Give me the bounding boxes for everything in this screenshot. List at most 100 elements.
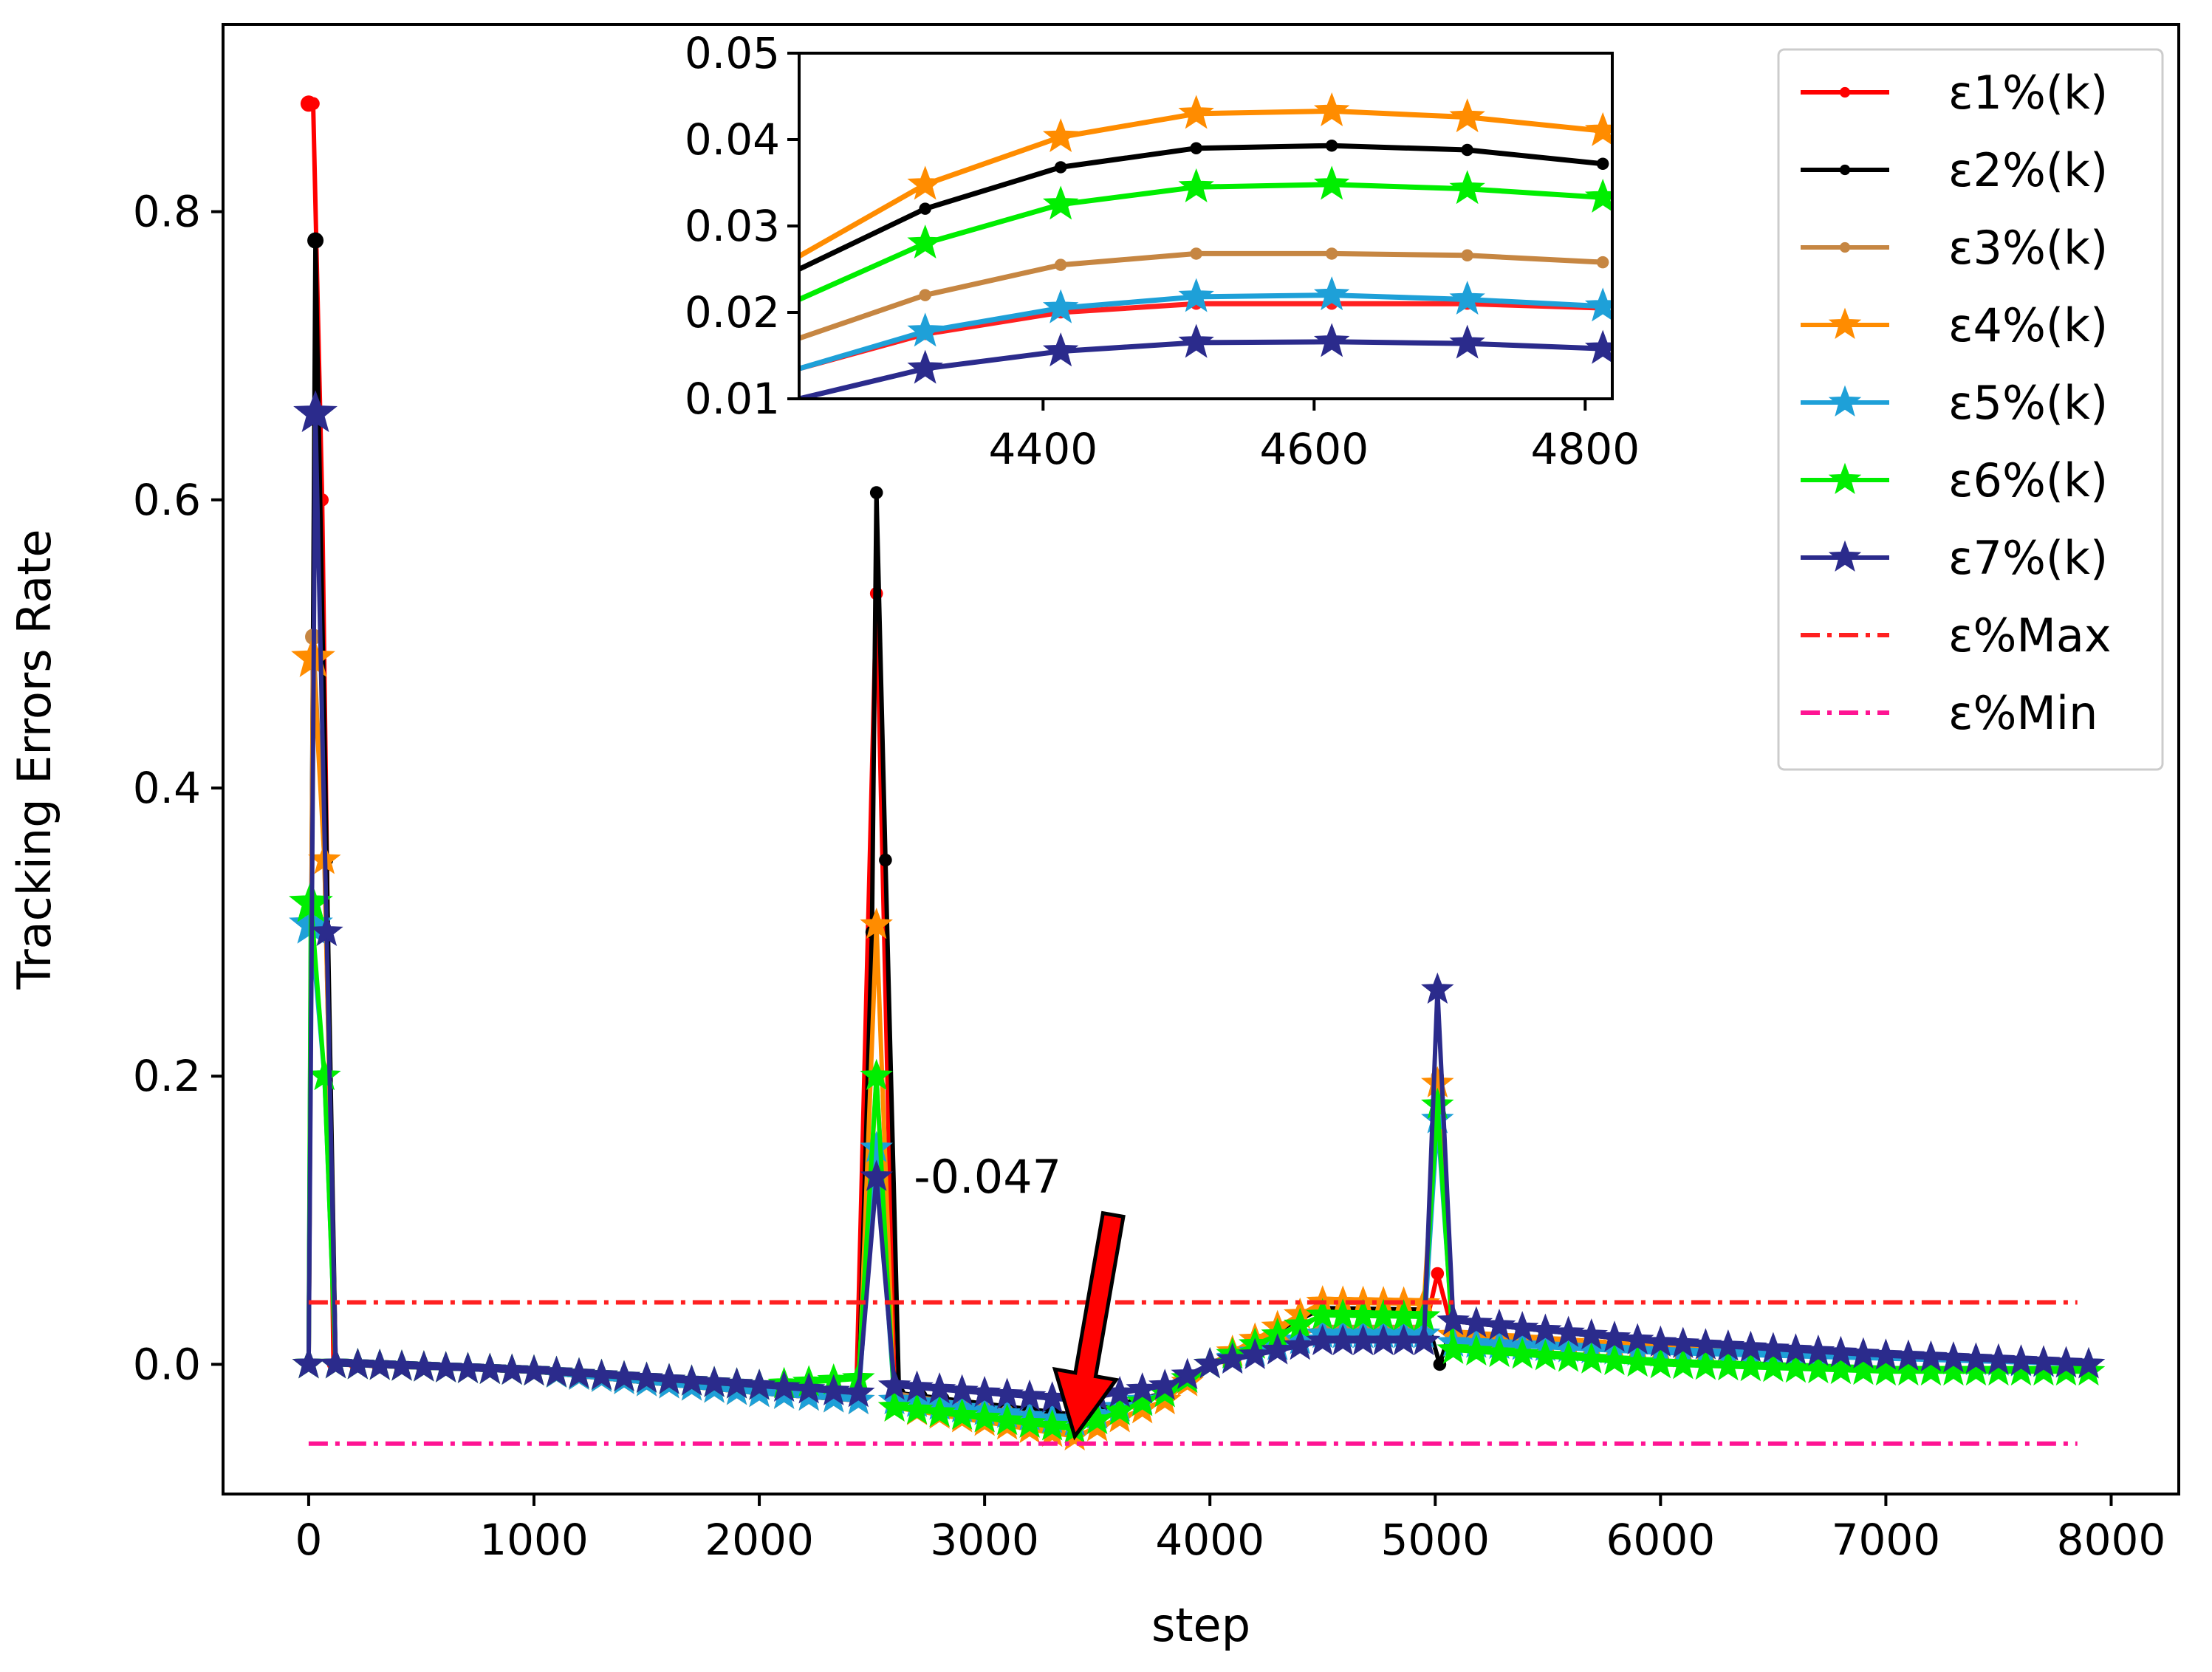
main-plot: 0 1000 2000 3000 4000 5000 6000 7000 8000 0.0 0.2… [7,23,2180,1652]
series-point [1779,1333,1812,1365]
y-tick-label: 0.6 [133,475,201,525]
series-point [1552,1315,1585,1348]
series-point [922,1372,956,1404]
series-point [1437,1332,1470,1364]
series-point [968,1375,1001,1408]
x-tick-label: 4000 [1155,1515,1264,1565]
x-tick-label: 1000 [479,1515,589,1565]
series-point [1193,1346,1227,1379]
series-point [310,914,343,947]
series-point [1666,1347,1700,1380]
series-point [1982,1343,2016,1375]
x-tick-label: 8000 [2057,1515,2166,1565]
series-point [1644,1325,1677,1357]
inset-series-point [1449,170,1485,205]
series-point [1505,1337,1539,1369]
inset-series-point [1042,118,1079,153]
inset-background [799,53,1612,399]
series-point [860,1058,893,1091]
series-point [1407,1323,1441,1356]
inset-y-tick-label: 0.02 [685,287,780,338]
series-peak-point [300,95,317,112]
series-point [540,1355,573,1388]
series-point [945,1374,979,1405]
series-point [900,1370,934,1402]
series-point [1711,1329,1745,1361]
inset-series-point [1042,289,1079,323]
series-point [1575,1318,1609,1350]
series-point [1959,1342,1993,1374]
series-point [1575,1342,1609,1374]
series-peak-point [307,232,324,249]
series-point [877,1390,911,1422]
legend-label: ε7%(k) [1948,531,2108,585]
series-point [429,1351,462,1383]
series-point [385,1349,419,1381]
series-point [1013,1406,1047,1438]
x-tick-label: 6000 [1606,1515,1716,1565]
series-point [1283,1328,1317,1360]
legend-label: ε4%(k) [1948,298,2108,352]
series-point [860,1131,893,1162]
annotation-arrow [1052,1210,1126,1441]
series-point [1421,972,1454,1004]
inset-x-tick-label: 4600 [1259,424,1369,474]
x-axis-label: step [1151,1598,1250,1652]
legend-marker [1839,86,1851,98]
legend-entry: ε3%(k) [1801,221,2108,275]
inset-series-2 [799,139,1609,272]
x-tick-label: 0 [295,1515,322,1565]
legend-marker [1828,462,1862,494]
y-tick-label: 0.8 [133,187,201,237]
inset-series-7 [799,323,1612,399]
series-point [1598,1343,1631,1376]
inset-series-point [919,202,931,215]
inset-x-ticks: 4400 4600 4800 [988,399,1640,474]
series-point [1126,1385,1159,1416]
x-tick-label: 7000 [1832,1515,1941,1565]
series-point [922,1395,956,1428]
series-point [767,1370,801,1402]
inset-series-point [1178,168,1214,202]
inset-series-point [919,289,931,301]
x-tick-label: 5000 [1380,1515,1490,1565]
inset-series-4 [799,92,1612,258]
legend-label: ε2%(k) [1948,143,2108,197]
series-point [1620,1323,1654,1354]
series-point [1437,1303,1470,1335]
inset-plot: 4400 4600 4800 0.01 0.02 0.03 0.04 0.05 [685,28,1640,474]
inset-y-tick-label: 0.03 [685,201,780,251]
series-point [968,1401,1001,1433]
inset-series-point [907,349,943,384]
series-point [1421,1087,1454,1120]
series-point [607,1360,641,1391]
series-point [1620,1345,1654,1377]
legend-label: ε5%(k) [1948,376,2108,430]
inset-series-point [1054,258,1067,271]
series-point [1801,1334,1835,1366]
inset-series-point [1178,323,1214,358]
legend-entry: ε6%(k) [1801,453,2108,507]
series-point [652,1363,686,1394]
annotation-label: -0.047 [914,1150,1061,1204]
series-point [1801,1351,1835,1384]
inset-series-point [1313,165,1350,200]
legend-entry: ε2%(k) [1801,143,2108,197]
series-point [817,1374,851,1405]
inset-series-point [1584,329,1612,364]
inset-series-point [1190,142,1202,154]
inset-series-point [1054,161,1067,174]
legend-entry: ε%Min [1801,686,2098,740]
inset-series-point [1313,276,1350,311]
legend-entry: ε%Max [1801,609,2112,662]
y-tick-label: 0.2 [133,1051,201,1101]
inset-series-point [1042,332,1079,367]
series-point [869,486,883,499]
legend-label: ε1%(k) [1948,66,2108,120]
inset-series-point [1313,92,1350,126]
series-point [879,853,892,867]
series-point [1103,1394,1137,1425]
series-point [1644,1346,1677,1379]
inset-series-point [1449,98,1485,133]
